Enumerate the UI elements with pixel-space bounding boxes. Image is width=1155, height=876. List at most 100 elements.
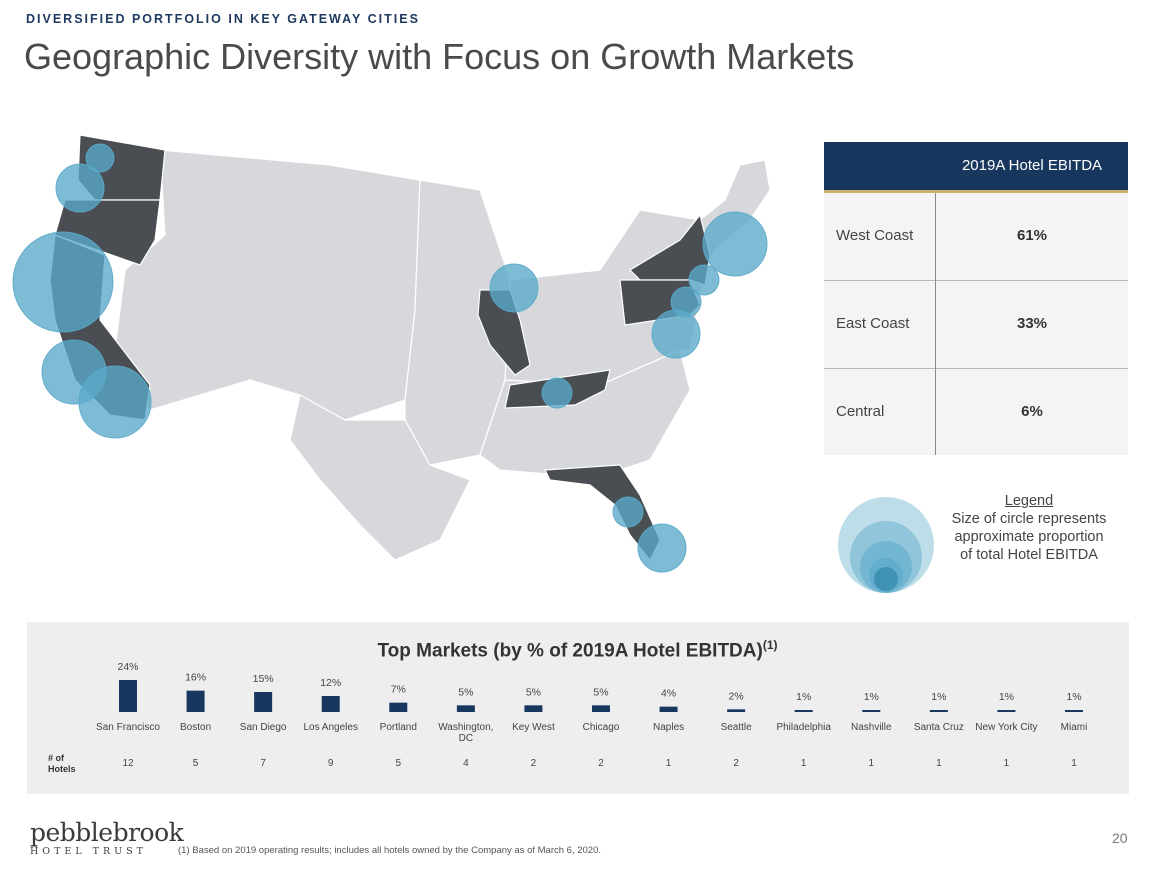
bar-value-label: 7% — [391, 684, 406, 696]
hotels-row-label: # of Hotels — [48, 753, 76, 775]
ebitda-table: West Coast 61% East Coast 33% Central 6% — [824, 193, 1128, 455]
ebitda-table-divider — [935, 193, 936, 455]
category-label: San Francisco — [96, 722, 160, 733]
bar — [456, 705, 475, 712]
bar — [659, 706, 678, 712]
ebitda-region: East Coast — [836, 315, 910, 332]
bar — [119, 680, 137, 712]
hotel-count: 5 — [193, 758, 199, 769]
bar — [727, 709, 746, 712]
chart-title-text: Top Markets (by % of 2019A Hotel EBITDA) — [377, 640, 763, 662]
bar-value-label: 1% — [796, 691, 811, 703]
bar — [862, 710, 881, 712]
hotel-count: 2 — [531, 758, 537, 769]
legend-title: Legend — [1004, 493, 1054, 509]
ebitda-table-header: 2019A Hotel EBITDA — [824, 142, 1128, 193]
category-label: Boston — [180, 722, 211, 733]
bar — [186, 690, 205, 712]
footnote: (1) Based on 2019 operating results; inc… — [178, 845, 602, 856]
category-label: Nashville — [851, 722, 892, 733]
bar-value-label: 5% — [458, 686, 473, 698]
category-label: San Diego — [240, 722, 287, 733]
bar-value-label: 4% — [661, 688, 676, 700]
bubble-san-diego — [78, 365, 152, 439]
bubble-san-francisco — [12, 231, 114, 333]
state-oregon — [54, 199, 161, 266]
legend-circles — [838, 497, 934, 593]
hotel-count: 1 — [936, 758, 942, 769]
ebitda-region: West Coast — [836, 227, 914, 244]
category-label: New York City — [975, 722, 1037, 733]
hotel-count: 5 — [396, 758, 402, 769]
hotel-count: 1 — [801, 758, 807, 769]
ebitda-value: 6% — [1021, 403, 1043, 420]
logo-wordmark: pebblebrook — [30, 818, 184, 847]
hotel-count: 4 — [463, 758, 469, 769]
ebitda-row: East Coast 33% — [824, 281, 1128, 369]
logo-subtitle: HOTEL TRUST — [30, 846, 148, 857]
hotels-label-line-2: Hotels — [48, 764, 76, 774]
bar-value-label: 5% — [593, 686, 608, 698]
bubble-seattle — [85, 143, 115, 173]
bar — [997, 710, 1016, 712]
bar — [1065, 710, 1083, 712]
hotel-count: 2 — [733, 758, 739, 769]
bar-value-label: 16% — [185, 672, 206, 684]
bar — [524, 705, 543, 712]
ebitda-value: 33% — [1016, 315, 1048, 332]
category-label: Naples — [653, 722, 684, 733]
hotel-count: 7 — [260, 758, 266, 769]
section-kicker: DIVERSIFIED PORTFOLIO IN KEY GATEWAY CIT… — [26, 12, 420, 26]
chart-title: Top Markets (by % of 2019A Hotel EBITDA)… — [0, 638, 1155, 662]
hotel-count: 1 — [1071, 758, 1077, 769]
bubble-boston — [702, 211, 768, 277]
legend-description: Size of circle represents approximate pr… — [951, 511, 1107, 563]
hotel-count: 1 — [1004, 758, 1010, 769]
hotel-count: 12 — [122, 758, 134, 769]
ebitda-row: West Coast 61% — [824, 193, 1128, 281]
hotels-label-line-1: # of — [48, 753, 65, 763]
hotel-count: 2 — [598, 758, 604, 769]
hotel-count: 9 — [328, 758, 334, 769]
bubble-washington-dc — [651, 309, 701, 359]
bar-value-label: 1% — [931, 691, 946, 703]
map-texas — [289, 394, 471, 561]
bar-value-label: 5% — [526, 686, 541, 698]
ebitda-row: Central 6% — [824, 369, 1128, 457]
ebitda-region: Central — [836, 403, 885, 420]
bar-value-label: 15% — [253, 673, 274, 685]
bar-value-label: 1% — [864, 691, 879, 703]
category-label: Miami — [1061, 722, 1088, 733]
company-logo: pebblebrook HOTEL TRUST — [30, 818, 184, 858]
bar-value-label: 24% — [117, 661, 138, 673]
bubble-naples — [612, 496, 644, 528]
category-label: Chicago — [583, 722, 620, 733]
page-title: Geographic Diversity with Focus on Growt… — [24, 36, 855, 77]
chart-title-footnote-ref: (1) — [762, 638, 778, 652]
bar — [254, 692, 273, 712]
category-label: Philadelphia — [776, 722, 831, 733]
ebitda-value: 61% — [1016, 227, 1048, 244]
top-markets-panel — [27, 622, 1129, 794]
page-number: 20 — [1112, 830, 1128, 846]
category-label: Seattle — [721, 722, 753, 733]
bubble-key-west-miami — [637, 523, 687, 573]
category-label: Key West — [512, 722, 555, 733]
bar-value-label: 1% — [1066, 691, 1081, 703]
ebitda-table-header-label: 2019A Hotel EBITDA — [961, 157, 1103, 174]
bar — [794, 710, 813, 712]
category-label: Los Angeles — [303, 722, 358, 733]
bar-value-label: 1% — [999, 691, 1014, 703]
bar-value-label: 2% — [729, 690, 744, 702]
bar — [321, 696, 340, 712]
category-label: Portland — [380, 722, 417, 733]
hotel-count: 1 — [666, 758, 672, 769]
legend: Legend Size of circle represents approxi… — [950, 492, 1108, 564]
bubble-nashville — [541, 377, 573, 409]
us-map — [12, 134, 771, 573]
bar — [592, 705, 610, 712]
hotel-count: 1 — [869, 758, 875, 769]
category-label: Santa Cruz — [914, 722, 964, 733]
bubble-new-york — [688, 264, 720, 296]
